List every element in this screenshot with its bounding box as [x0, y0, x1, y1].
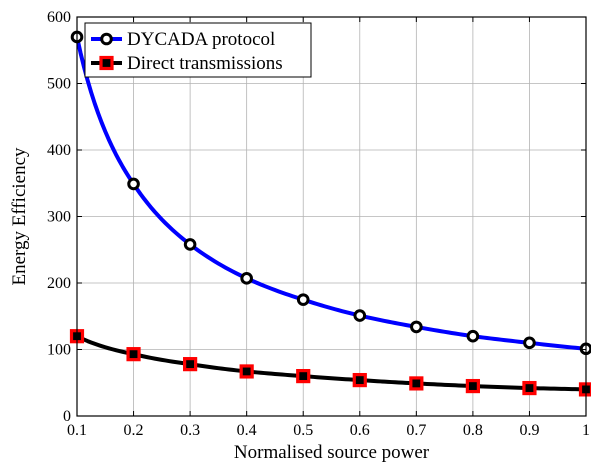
- data-point-square: [239, 364, 254, 379]
- x-tick-label: 0.3: [180, 422, 200, 439]
- x-tick-label: 0.9: [519, 422, 539, 439]
- data-point-circle: [183, 238, 197, 251]
- data-point-square: [296, 369, 311, 384]
- legend-item: DYCADA protocol: [91, 29, 275, 50]
- y-tick-label: 200: [47, 275, 71, 292]
- y-tick-label: 600: [47, 9, 71, 26]
- data-point-square: [409, 376, 424, 391]
- tick-marks: [76, 16, 587, 417]
- x-tick-label: 0.6: [350, 422, 370, 439]
- legend-label: DYCADA protocol: [127, 29, 275, 50]
- data-point-circle: [466, 329, 480, 343]
- x-tick-label: 0.7: [406, 422, 426, 439]
- y-tick-label: 100: [47, 342, 71, 359]
- y-tick-label: 0: [63, 408, 71, 425]
- data-point-square: [126, 347, 141, 362]
- x-tick-label: 0.2: [124, 422, 144, 439]
- x-tick-label: 0.4: [237, 422, 257, 439]
- data-point-square: [465, 378, 480, 394]
- x-axis-title: Normalised source power: [234, 442, 430, 463]
- data-point-circle: [410, 320, 423, 334]
- data-point-circle: [240, 272, 253, 285]
- legend-label: Direct transmissions: [127, 53, 283, 74]
- data-point-circle: [127, 177, 140, 191]
- y-tick-label: 300: [47, 209, 71, 226]
- legend: DYCADA protocol Direct transmissions: [84, 22, 312, 78]
- series-line: [75, 36, 587, 351]
- y-tick-label: 500: [47, 76, 71, 93]
- series-line: [76, 334, 587, 392]
- x-tick-label: 0.5: [293, 422, 313, 439]
- legend-marker-square: [99, 55, 114, 71]
- data-point-circle: [523, 336, 536, 350]
- series-layer: [69, 30, 591, 397]
- y-tick-label: 400: [47, 142, 71, 159]
- y-axis-title: Energy Efficiency: [9, 147, 30, 286]
- legend-marker-circle: [100, 32, 113, 46]
- x-tick-label: 1: [582, 422, 590, 439]
- x-tick-label: 0.1: [67, 422, 87, 439]
- data-point-circle: [353, 309, 367, 322]
- data-point-circle: [296, 293, 310, 306]
- x-tick-label: 0.8: [463, 422, 483, 439]
- y-tick-labels: 0 100 200 300 400 500 600: [47, 9, 71, 425]
- series-dycada: [70, 30, 591, 356]
- legend-item: Direct transmissions: [91, 53, 283, 74]
- x-tick-labels: 0.1 0.2 0.3 0.4 0.5 0.6 0.7 0.8 0.9 1: [67, 422, 590, 439]
- data-point-square: [352, 372, 367, 388]
- data-point-square: [522, 380, 537, 396]
- legend-box: [84, 22, 312, 78]
- data-point-square: [183, 357, 198, 372]
